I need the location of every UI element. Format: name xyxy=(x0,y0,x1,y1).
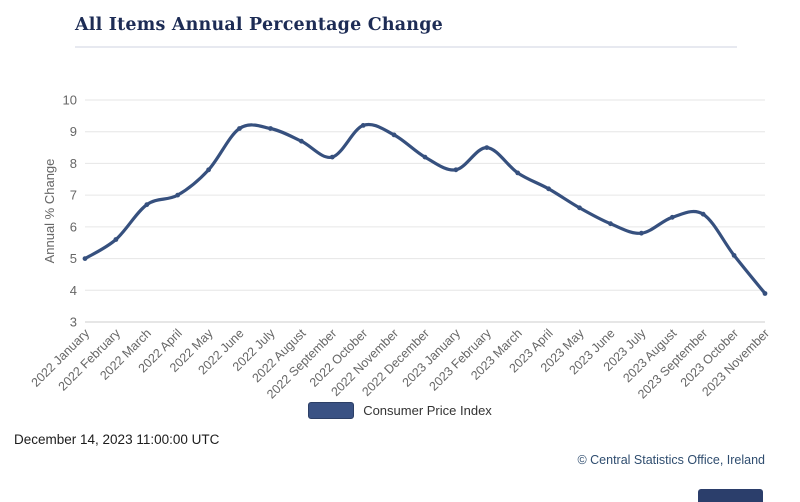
y-tick-label: 8 xyxy=(70,156,77,171)
data-point-marker xyxy=(639,230,644,236)
y-tick-label: 4 xyxy=(70,283,77,298)
data-point-marker xyxy=(113,237,119,242)
data-point-marker xyxy=(329,154,335,160)
y-tick-label: 5 xyxy=(70,251,77,266)
data-point-marker xyxy=(391,132,397,138)
data-point-marker xyxy=(762,291,768,296)
y-tick-label: 7 xyxy=(70,188,77,203)
data-point-marker xyxy=(515,170,521,176)
data-point-marker xyxy=(175,192,181,198)
data-point-marker xyxy=(453,167,459,173)
data-point-marker xyxy=(144,202,150,208)
legend: Consumer Price Index xyxy=(0,402,800,419)
copyright: © Central Statistics Office, Ireland xyxy=(577,453,765,467)
data-point-marker xyxy=(669,214,675,220)
y-tick-label: 10 xyxy=(63,93,77,108)
data-point-marker xyxy=(206,167,212,173)
data-point-marker xyxy=(700,211,706,217)
data-point-marker xyxy=(731,253,737,258)
legend-swatch[interactable] xyxy=(308,402,355,419)
bottom-right-partial-button[interactable] xyxy=(698,489,763,502)
data-point-marker xyxy=(360,123,366,128)
timestamp: December 14, 2023 11:00:00 UTC xyxy=(14,432,220,447)
y-tick-label: 6 xyxy=(70,219,77,234)
data-point-marker xyxy=(268,126,273,131)
y-axis-title: Annual % Change xyxy=(42,159,57,264)
data-point-marker xyxy=(299,138,304,144)
data-point-marker xyxy=(237,126,242,131)
data-point-marker xyxy=(82,256,88,261)
y-tick-label: 9 xyxy=(70,124,77,139)
y-tick-label: 3 xyxy=(70,315,77,330)
data-point-marker xyxy=(422,154,428,160)
data-point-marker xyxy=(484,145,490,150)
data-point-marker xyxy=(577,205,582,211)
legend-label[interactable]: Consumer Price Index xyxy=(363,403,492,418)
data-point-marker xyxy=(546,186,551,192)
chart-title: All Items Annual Percentage Change xyxy=(75,15,737,48)
series-line xyxy=(83,122,767,296)
data-point-marker xyxy=(608,221,613,227)
